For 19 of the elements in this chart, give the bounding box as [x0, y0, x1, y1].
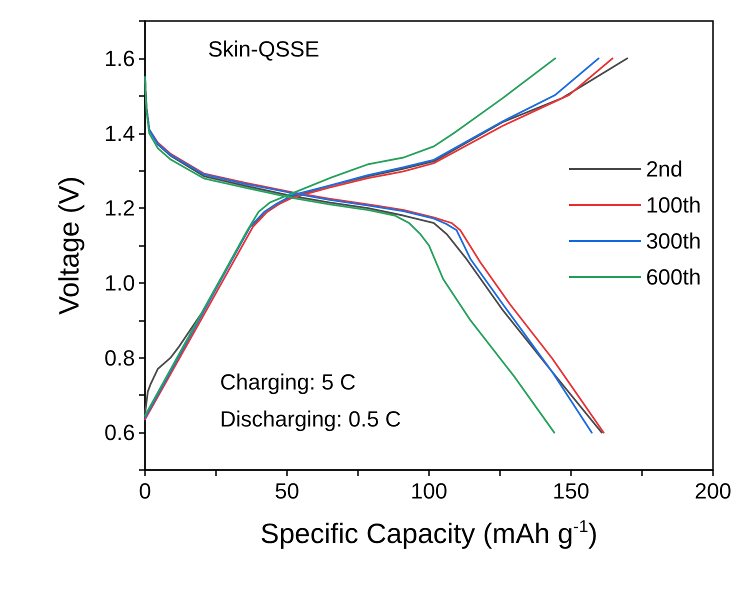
legend-label: 100th — [646, 192, 702, 218]
y-tick-label: 1.2 — [104, 196, 135, 221]
legend-label: 2nd — [646, 156, 683, 182]
x-tick-label: 100 — [410, 478, 448, 504]
legend-label: 300th — [646, 228, 702, 254]
y-tick-label: 0.8 — [104, 345, 135, 370]
annotation: Skin-QSSE — [208, 36, 320, 62]
y-tick-label: 1.4 — [104, 120, 135, 146]
legend-label: 600th — [646, 264, 702, 290]
x-tick-label: 200 — [694, 478, 732, 504]
y-tick-label: 0.6 — [104, 420, 135, 446]
y-tick-label: 1.6 — [104, 46, 135, 71]
annotation: Charging: 5 C — [220, 370, 356, 394]
annotation: Discharging: 0.5 C — [220, 406, 402, 432]
x-tick-label: 150 — [552, 478, 590, 504]
x-tick-label: 0 — [138, 478, 152, 504]
y-tick-label: 1.0 — [104, 270, 135, 296]
x-tick-label: 50 — [274, 478, 300, 504]
y-axis-title: Voltage (V) — [54, 176, 84, 315]
